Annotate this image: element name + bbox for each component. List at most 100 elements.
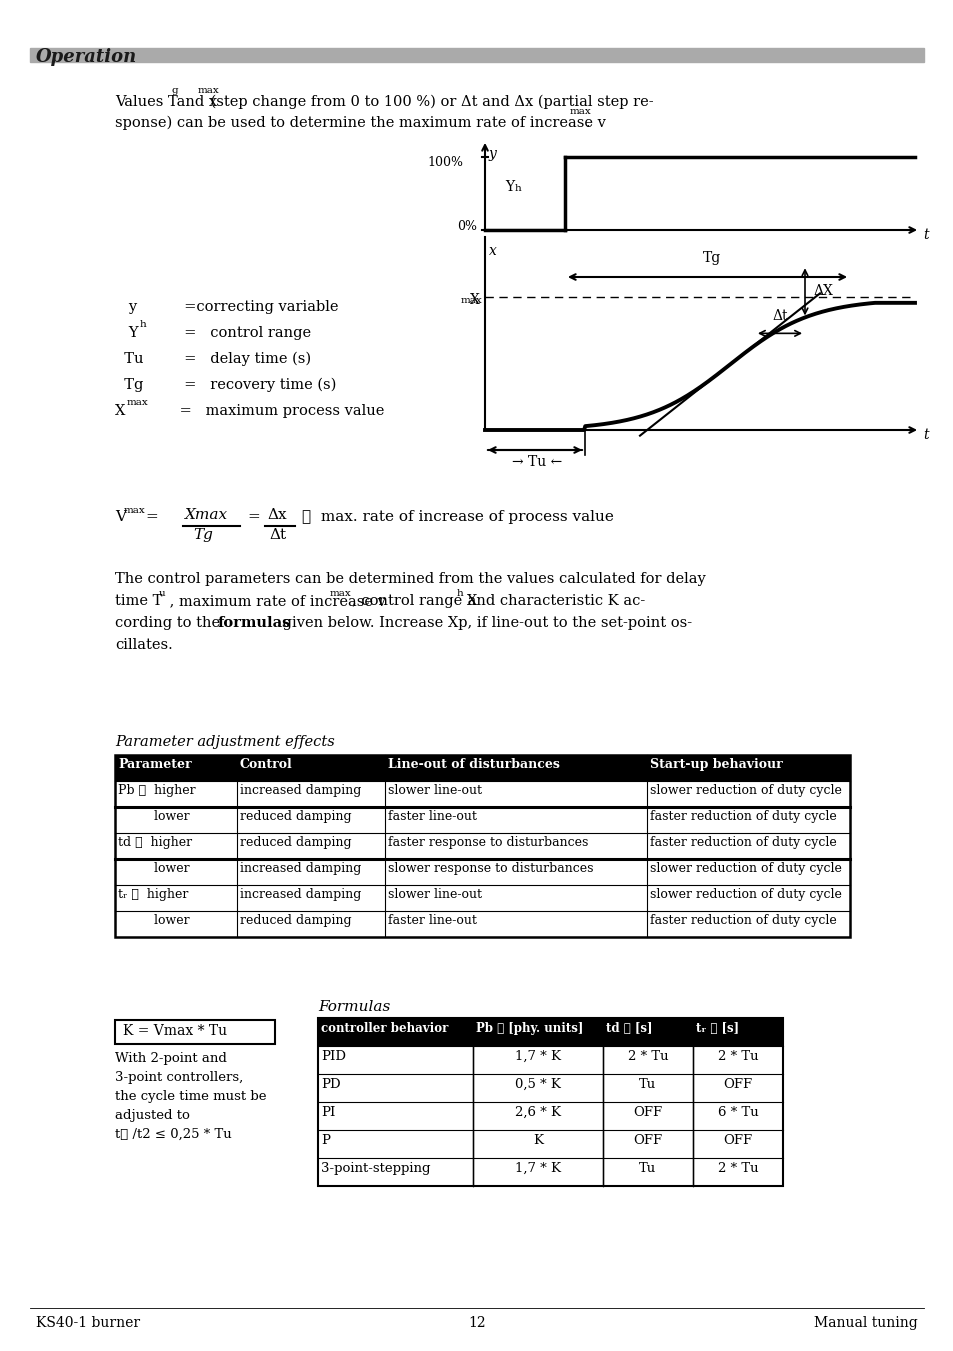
Text: td ℓ  higher: td ℓ higher — [118, 836, 192, 848]
Text: X: X — [470, 293, 479, 307]
Text: ΔX: ΔX — [812, 284, 832, 299]
Text: Pb ℓ [phy. units]: Pb ℓ [phy. units] — [476, 1021, 583, 1035]
Text: KS40-1 burner: KS40-1 burner — [36, 1316, 140, 1329]
Text: formulas: formulas — [218, 616, 291, 630]
Text: =   control range: = control range — [174, 326, 311, 340]
Text: faster reduction of duty cycle: faster reduction of duty cycle — [649, 836, 836, 848]
Text: 0,5 * K: 0,5 * K — [515, 1078, 560, 1092]
Text: With 2-point and
3-point controllers,
the cycle time must be
adjusted to
tℓ /t2 : With 2-point and 3-point controllers, th… — [115, 1052, 266, 1142]
Text: (step change from 0 to 100 %) or Δt and Δx (partial step re-: (step change from 0 to 100 %) or Δt and … — [206, 95, 653, 109]
Text: K: K — [533, 1133, 542, 1147]
Text: PID: PID — [320, 1050, 346, 1063]
Text: , control range X: , control range X — [352, 594, 476, 608]
Text: u: u — [159, 589, 166, 598]
Text: Values T: Values T — [115, 95, 177, 109]
Text: =   maximum process value: = maximum process value — [174, 404, 384, 417]
Text: V: V — [115, 509, 126, 524]
Text: tᵣ ℓ  higher: tᵣ ℓ higher — [118, 888, 188, 901]
Text: =: = — [145, 509, 157, 524]
Text: faster line-out: faster line-out — [388, 811, 476, 823]
Bar — [317, 1019, 782, 1046]
Text: ≅  max. rate of increase of process value: ≅ max. rate of increase of process value — [302, 509, 613, 524]
Text: faster reduction of duty cycle: faster reduction of duty cycle — [649, 811, 836, 823]
Text: max: max — [198, 86, 219, 95]
Text: , maximum rate of increase v: , maximum rate of increase v — [165, 594, 385, 608]
Text: Start-up behaviour: Start-up behaviour — [649, 758, 781, 771]
Text: reduced damping: reduced damping — [240, 836, 352, 848]
Text: 2,6 * K: 2,6 * K — [515, 1106, 560, 1119]
Text: =   recovery time (s): = recovery time (s) — [174, 378, 336, 392]
Text: x: x — [489, 245, 497, 258]
Text: OFF: OFF — [722, 1133, 752, 1147]
Text: lower: lower — [118, 862, 190, 875]
Text: 100%: 100% — [427, 157, 462, 169]
Text: Formulas: Formulas — [317, 1000, 390, 1015]
Text: cording to the: cording to the — [115, 616, 225, 630]
Text: max: max — [569, 107, 591, 116]
Text: y: y — [489, 147, 497, 161]
Text: K = Vmax * Tu: K = Vmax * Tu — [123, 1024, 227, 1038]
Text: 12: 12 — [468, 1316, 485, 1329]
Text: max: max — [124, 507, 146, 515]
Text: 2 * Tu: 2 * Tu — [717, 1050, 758, 1063]
Text: faster response to disturbances: faster response to disturbances — [388, 836, 588, 848]
Text: Tu: Tu — [115, 353, 143, 366]
Text: Control: Control — [240, 758, 293, 771]
Text: slower reduction of duty cycle: slower reduction of duty cycle — [649, 862, 841, 875]
Text: PI: PI — [320, 1106, 335, 1119]
Text: max: max — [330, 589, 352, 598]
Text: 2 * Tu: 2 * Tu — [627, 1050, 668, 1063]
Text: 6 * Tu: 6 * Tu — [717, 1106, 758, 1119]
Text: given below. Increase Xp, if line-out to the set-point os-: given below. Increase Xp, if line-out to… — [277, 616, 691, 630]
Text: Δx: Δx — [267, 508, 286, 521]
Text: time T: time T — [115, 594, 162, 608]
Text: faster line-out: faster line-out — [388, 915, 476, 927]
Text: slower response to disturbances: slower response to disturbances — [388, 862, 593, 875]
Bar — [30, 49, 923, 62]
Text: reduced damping: reduced damping — [240, 811, 352, 823]
Text: increased damping: increased damping — [240, 862, 361, 875]
Text: Tu: Tu — [639, 1162, 656, 1175]
Text: 2 * Tu: 2 * Tu — [717, 1162, 758, 1175]
Text: slower reduction of duty cycle: slower reduction of duty cycle — [649, 784, 841, 797]
Text: reduced damping: reduced damping — [240, 915, 352, 927]
Text: y: y — [115, 300, 137, 313]
Text: 3-point-stepping: 3-point-stepping — [320, 1162, 430, 1175]
Text: controller behavior: controller behavior — [320, 1021, 448, 1035]
Text: max: max — [459, 296, 481, 305]
Text: cillates.: cillates. — [115, 638, 172, 653]
Text: g: g — [172, 86, 178, 95]
Text: max: max — [127, 399, 149, 407]
Text: → Tu ←: → Tu ← — [512, 455, 561, 469]
Bar — [115, 755, 849, 938]
Text: =: = — [247, 509, 259, 524]
Text: faster reduction of duty cycle: faster reduction of duty cycle — [649, 915, 836, 927]
Text: Y: Y — [115, 326, 138, 340]
Text: lower: lower — [118, 915, 190, 927]
Text: Manual tuning: Manual tuning — [814, 1316, 917, 1329]
Text: Parameter: Parameter — [118, 758, 192, 771]
Text: The control parameters can be determined from the values calculated for delay: The control parameters can be determined… — [115, 571, 705, 586]
Text: td ℓ [s]: td ℓ [s] — [605, 1021, 652, 1035]
Text: Operation: Operation — [36, 49, 137, 66]
Text: Tg: Tg — [702, 251, 720, 265]
Text: sponse) can be used to determine the maximum rate of increase v: sponse) can be used to determine the max… — [115, 116, 605, 131]
Text: Δt: Δt — [269, 528, 286, 542]
Bar — [115, 755, 849, 781]
Text: 0%: 0% — [456, 220, 476, 234]
Text: Pb ℓ  higher: Pb ℓ higher — [118, 784, 195, 797]
Text: Y: Y — [504, 180, 514, 195]
Text: Line-out of disturbances: Line-out of disturbances — [388, 758, 559, 771]
Text: =correcting variable: =correcting variable — [174, 300, 338, 313]
Text: h: h — [140, 320, 147, 330]
Text: PD: PD — [320, 1078, 340, 1092]
Text: Tg: Tg — [115, 378, 143, 392]
Text: Tu: Tu — [639, 1078, 656, 1092]
Text: .: . — [585, 116, 590, 130]
Bar — [317, 1019, 782, 1186]
Text: and characteristic K ac-: and characteristic K ac- — [462, 594, 644, 608]
Text: Δt: Δt — [771, 309, 787, 323]
Text: Xmax: Xmax — [185, 508, 228, 521]
Text: 1,7 * K: 1,7 * K — [515, 1162, 560, 1175]
Text: and x: and x — [172, 95, 217, 109]
